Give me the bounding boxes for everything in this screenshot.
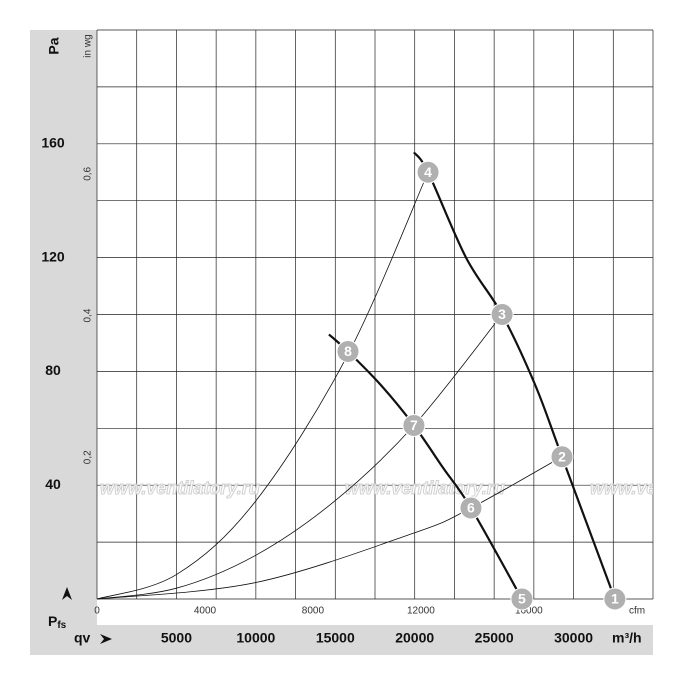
x2-tick-label: 4000 xyxy=(194,606,217,617)
operating-point xyxy=(416,160,440,184)
operating-point xyxy=(336,339,360,363)
point-label: 2 xyxy=(558,448,566,464)
left-band xyxy=(30,30,97,655)
x2-tick-label: 8000 xyxy=(302,606,325,617)
x2-tick-label: 16000 xyxy=(515,606,543,617)
x-tick-label: 5000 xyxy=(161,630,192,646)
watermark: www.ventilatory.ru xyxy=(345,478,505,498)
x2-tick-label: 12000 xyxy=(407,606,435,617)
x-symbol: qv xyxy=(74,630,91,646)
watermark: www.ventilatory.ru xyxy=(100,478,260,498)
y-symbol-main: P xyxy=(48,613,57,629)
y2-label: in wg xyxy=(83,34,94,57)
y2-tick-label: 0,4 xyxy=(83,308,94,322)
y-tick-label: 40 xyxy=(45,476,61,492)
operating-point xyxy=(550,445,574,469)
system-curve xyxy=(96,456,563,600)
watermark: www.ventilatory.ru xyxy=(590,478,684,498)
x-label: m³/h xyxy=(612,630,642,646)
x-tick-label: 20000 xyxy=(395,630,434,646)
x-tick-label: 15000 xyxy=(316,630,355,646)
y-symbol-sub: fs xyxy=(57,620,66,631)
point-label: 4 xyxy=(424,164,432,180)
point-label: 1 xyxy=(611,591,619,607)
y-label: Pa xyxy=(46,37,62,54)
x2-tick-label: 0 xyxy=(94,606,100,617)
y-tick-label: 80 xyxy=(45,362,61,378)
point-label: 7 xyxy=(410,417,418,433)
y-tick-label: 120 xyxy=(41,248,65,264)
y-arrow xyxy=(62,587,72,600)
x-tick-label: 25000 xyxy=(475,630,514,646)
point-label: 5 xyxy=(518,591,526,607)
bottom-band xyxy=(30,625,653,655)
operating-point xyxy=(402,413,426,437)
x2-label: cfm xyxy=(629,606,645,617)
x-tick-label: 30000 xyxy=(554,630,593,646)
x-arrow xyxy=(100,634,112,644)
point-label: 6 xyxy=(467,500,475,516)
point-label: 8 xyxy=(344,343,352,359)
operating-point xyxy=(490,303,514,326)
y-symbol: Pfs xyxy=(48,613,67,631)
operating-point xyxy=(510,587,534,611)
y-tick-label: 160 xyxy=(41,135,65,151)
system-curve xyxy=(96,172,429,600)
y2-tick-label: 0,2 xyxy=(83,450,94,464)
y2-tick-label: 0,6 xyxy=(83,166,94,180)
x-tick-label: 10000 xyxy=(236,630,275,646)
operating-point xyxy=(603,587,627,611)
operating-point xyxy=(459,496,483,520)
point-label: 3 xyxy=(498,306,506,322)
system-curve xyxy=(96,314,503,600)
